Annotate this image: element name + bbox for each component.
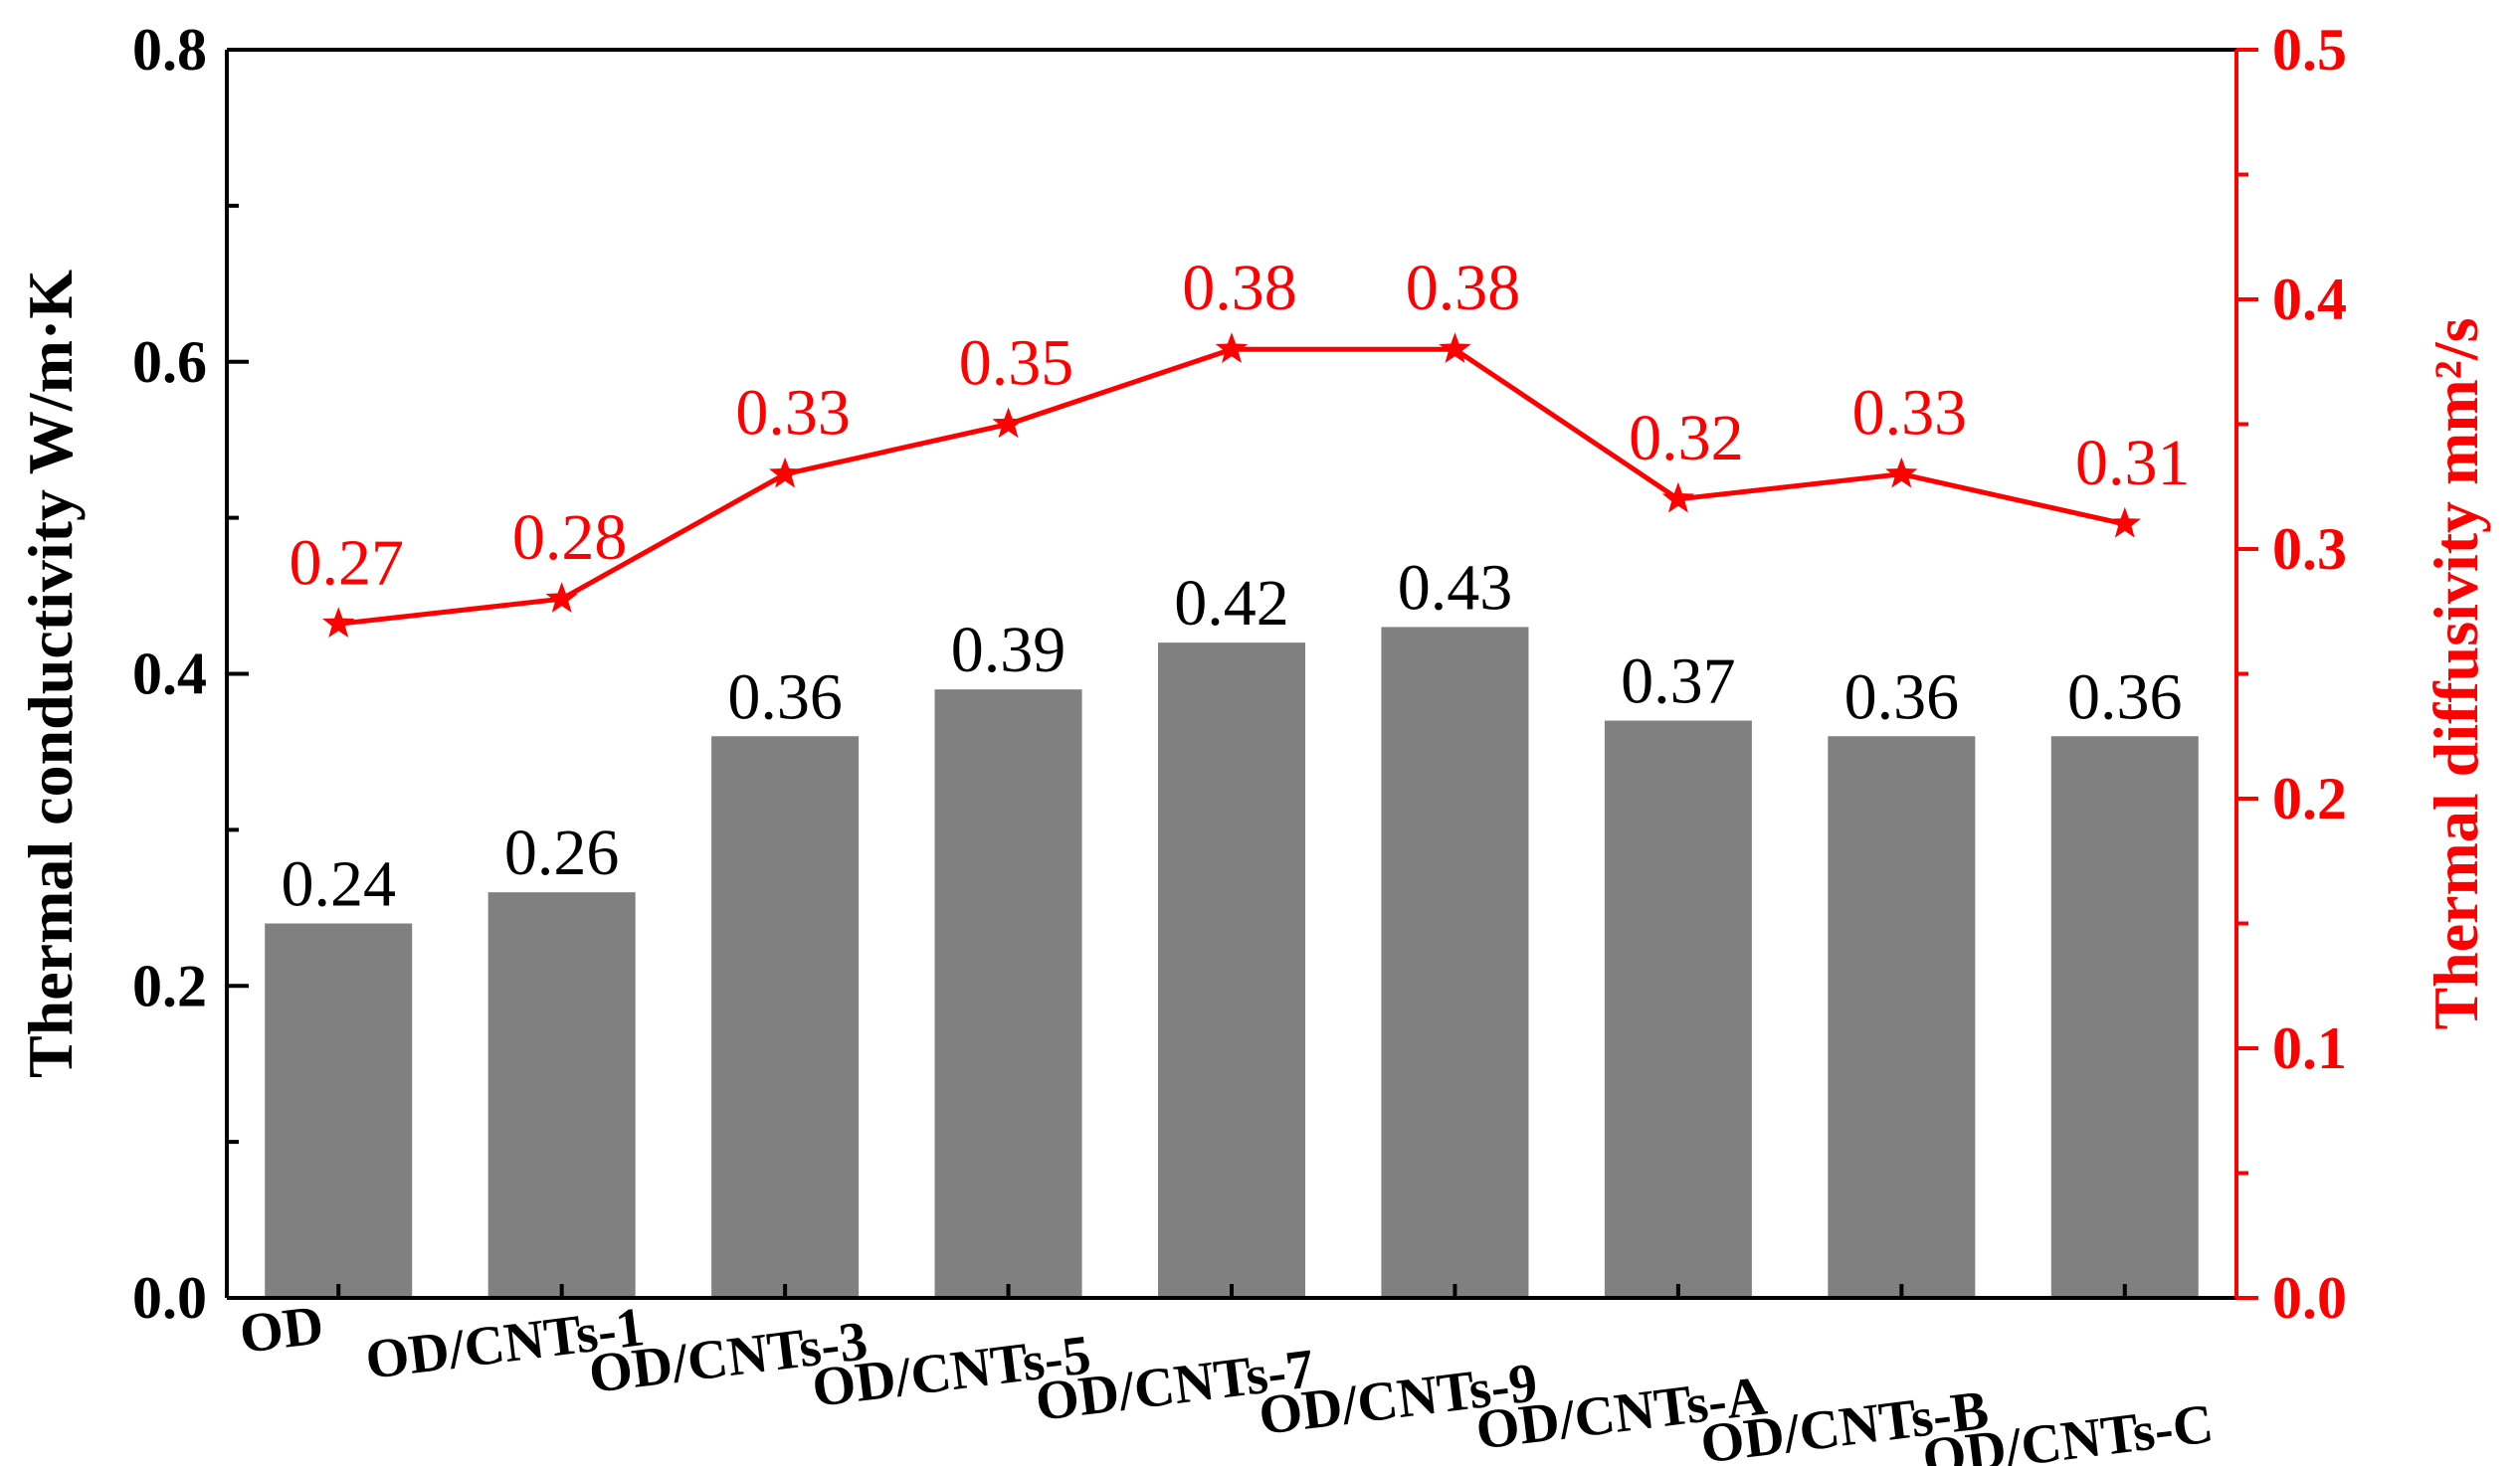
- left-tick-label: 0.6: [132, 329, 207, 395]
- conductivity-bar-label: 0.36: [727, 660, 843, 733]
- conductivity-bar: [2050, 736, 2199, 1298]
- left-axis-title: Thermal conductivity W/m·K: [15, 270, 86, 1078]
- conductivity-bar-label: 0.42: [1174, 567, 1289, 640]
- diffusivity-point-star: [992, 407, 1025, 439]
- conductivity-bar-label: 0.26: [504, 817, 620, 889]
- diffusivity-line-layer: [322, 332, 2141, 639]
- conductivity-bar: [1158, 642, 1305, 1298]
- conductivity-bar: [1604, 720, 1752, 1298]
- diffusivity-point-label: 0.27: [289, 526, 404, 599]
- diffusivity-point-star: [545, 582, 578, 613]
- right-tick-label: 0.0: [2272, 1265, 2347, 1331]
- diffusivity-point-star: [1215, 332, 1249, 363]
- conductivity-bar-label: 0.36: [2067, 660, 2183, 733]
- diffusivity-point-label: 0.33: [1852, 377, 1968, 450]
- bars-layer: [265, 627, 2199, 1298]
- left-tick-label: 0.0: [132, 1265, 207, 1331]
- left-tick-label: 0.8: [132, 17, 207, 83]
- conductivity-bar-label: 0.39: [951, 614, 1066, 686]
- conductivity-bar-label: 0.43: [1398, 551, 1513, 624]
- left-tick-label: 0.4: [132, 641, 207, 707]
- right-tick-label: 0.5: [2272, 17, 2347, 83]
- conductivity-bar: [1828, 736, 1976, 1298]
- conductivity-bar: [265, 923, 413, 1298]
- diffusivity-point-label: 0.33: [735, 377, 851, 450]
- conductivity-bar: [1381, 627, 1529, 1298]
- diffusivity-point-star: [768, 457, 802, 488]
- category-label: OD: [237, 1294, 327, 1366]
- diffusivity-point-label: 0.32: [1629, 402, 1744, 474]
- diffusivity-point-label: 0.31: [2075, 427, 2191, 499]
- conductivity-bar-label: 0.24: [281, 848, 396, 921]
- right-tick-label: 0.4: [2272, 267, 2347, 332]
- right-axis-title: Thermal diffusivity mm²/s: [2421, 317, 2491, 1029]
- diffusivity-point-star: [1439, 332, 1471, 363]
- diffusivity-point-label: 0.38: [1182, 252, 1297, 324]
- conductivity-bar: [711, 736, 860, 1298]
- diffusivity-point-label: 0.28: [512, 501, 628, 574]
- diffusivity-point-star: [1885, 457, 1918, 488]
- conductivity-bar-label: 0.37: [1621, 645, 1736, 718]
- diffusivity-point-star: [1661, 481, 1695, 513]
- diffusivity-point-star: [322, 607, 355, 639]
- conductivity-bar: [934, 689, 1082, 1298]
- labels-layer: 0.24 0.26 0.36 0.39 0.42 0.43 0.37 0.36 0.36 0.27…: [281, 252, 2190, 920]
- right-tick-label: 0.2: [2272, 766, 2347, 831]
- right-tick-label: 0.1: [2272, 1015, 2347, 1081]
- right-tick-label: 0.3: [2272, 516, 2347, 582]
- diffusivity-point-label: 0.35: [959, 327, 1074, 400]
- conductivity-bar: [487, 892, 636, 1298]
- conductivity-bar-label: 0.36: [1844, 660, 1960, 733]
- diffusivity-point-star: [2108, 506, 2141, 538]
- diffusivity-point-label: 0.38: [1406, 252, 1521, 324]
- left-tick-label: 0.2: [132, 953, 207, 1018]
